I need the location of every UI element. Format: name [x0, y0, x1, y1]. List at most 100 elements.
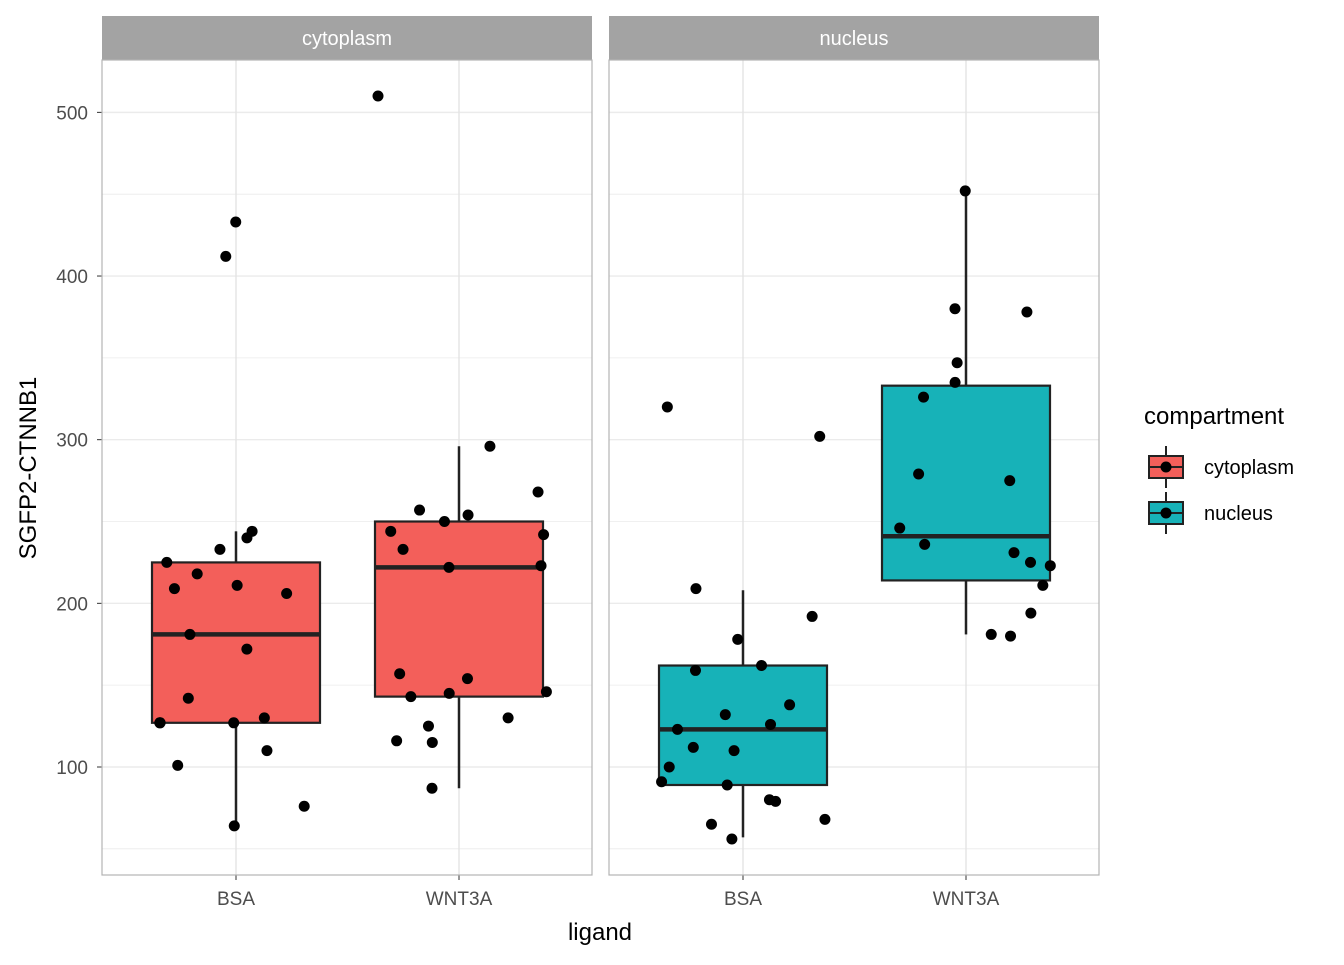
x-axis-label: ligand	[568, 919, 632, 946]
facet-strip	[609, 16, 1099, 60]
x-tick-label: BSA	[724, 889, 762, 910]
data-point	[1044, 560, 1056, 572]
data-point	[230, 216, 242, 228]
data-point	[161, 556, 173, 568]
data-point	[656, 776, 668, 788]
data-point	[168, 583, 180, 595]
data-point	[532, 486, 544, 498]
legend-label: nucleus	[1204, 503, 1273, 525]
data-point	[949, 376, 961, 388]
data-point	[443, 561, 455, 573]
data-point	[426, 782, 438, 794]
data-point	[502, 712, 514, 724]
data-point	[258, 712, 270, 724]
data-point	[719, 709, 731, 721]
facet-strip-label: cytoplasm	[302, 28, 392, 50]
data-point	[426, 736, 438, 748]
data-point	[671, 723, 683, 735]
data-point	[385, 525, 397, 537]
data-point	[540, 686, 552, 698]
data-point	[732, 633, 744, 645]
data-point	[535, 560, 547, 572]
data-point	[1025, 556, 1037, 568]
panel-border	[101, 59, 593, 876]
data-point	[819, 813, 831, 825]
x-tick-label: WNT3A	[426, 889, 493, 910]
box	[880, 384, 1052, 582]
data-point	[765, 718, 777, 730]
data-point	[261, 745, 273, 757]
data-point	[154, 717, 166, 729]
data-point	[690, 583, 702, 595]
box	[657, 664, 829, 787]
legend-title: compartment	[1144, 403, 1284, 430]
data-point	[814, 430, 826, 442]
data-point	[721, 779, 733, 791]
data-point	[220, 250, 232, 262]
data-point	[228, 820, 240, 832]
data-point	[228, 717, 240, 729]
data-point	[182, 692, 194, 704]
data-point	[913, 468, 925, 480]
data-point	[414, 504, 426, 516]
data-point	[919, 538, 931, 550]
data-point	[281, 588, 293, 600]
data-point	[462, 509, 474, 521]
data-point	[806, 610, 818, 622]
y-tick-label: 500	[56, 103, 88, 124]
data-point	[405, 691, 417, 703]
data-point	[246, 525, 258, 537]
data-point	[538, 529, 550, 541]
facet-strip-label: nucleus	[820, 28, 889, 50]
data-point	[663, 761, 675, 773]
data-point	[191, 568, 203, 580]
data-point	[298, 800, 310, 812]
data-point	[461, 673, 473, 685]
data-point	[959, 185, 971, 197]
data-point	[951, 357, 963, 369]
data-point	[372, 90, 384, 102]
y-tick-label: 400	[56, 267, 88, 288]
legend-label: cytoplasm	[1204, 457, 1294, 479]
data-point	[1005, 630, 1017, 642]
data-point	[1025, 607, 1037, 619]
data-point	[726, 833, 738, 845]
y-tick-label: 300	[56, 431, 88, 452]
data-point	[949, 303, 961, 315]
y-axis-label: SGFP2-CTNNB1	[15, 377, 42, 560]
data-point	[661, 401, 673, 413]
data-point	[214, 543, 226, 555]
data-point	[241, 643, 253, 655]
data-point	[918, 391, 930, 403]
data-point	[391, 735, 403, 747]
legend-key-point	[1160, 507, 1172, 519]
data-point	[728, 745, 740, 757]
data-point	[484, 440, 496, 452]
data-point	[422, 720, 434, 732]
data-point	[687, 741, 699, 753]
data-point	[985, 628, 997, 640]
facet-strip	[102, 16, 592, 60]
data-point	[1021, 306, 1033, 318]
data-point	[394, 668, 406, 680]
data-point	[1004, 475, 1016, 487]
panel-background	[102, 60, 592, 875]
data-point	[784, 699, 796, 711]
data-point	[1037, 579, 1049, 591]
data-point	[894, 522, 906, 534]
y-tick-label: 100	[56, 758, 88, 779]
data-point	[1008, 547, 1020, 559]
x-tick-label: BSA	[217, 889, 255, 910]
data-point	[184, 628, 196, 640]
data-point	[756, 660, 768, 672]
data-point	[689, 664, 701, 676]
data-point	[231, 579, 243, 591]
legend-key-point	[1160, 461, 1172, 473]
data-point	[763, 794, 775, 806]
data-point	[438, 516, 450, 528]
data-point	[443, 687, 455, 699]
data-point	[397, 543, 409, 555]
data-point	[172, 759, 184, 771]
data-point	[705, 818, 717, 830]
